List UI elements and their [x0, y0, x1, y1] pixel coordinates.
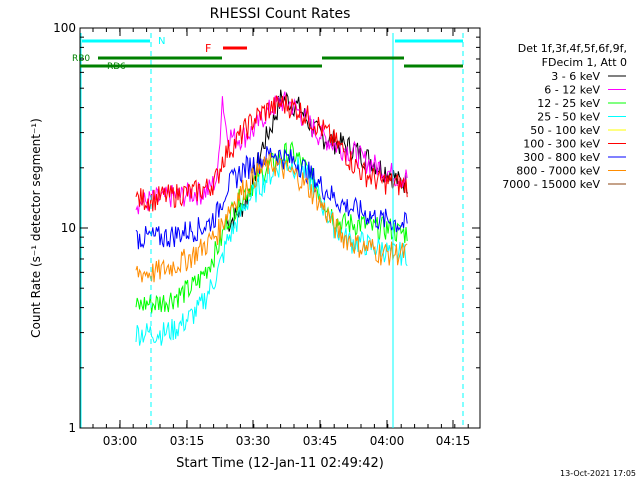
flare-label: F — [205, 42, 211, 55]
y-tick-label: 1 — [68, 421, 76, 435]
chart-title: RHESSI Count Rates — [210, 6, 351, 22]
x-tick-label: 03:15 — [170, 434, 205, 448]
legend-label: 6 - 12 keV — [544, 84, 600, 97]
series-line-6 — [135, 146, 408, 250]
legend-label: 7000 - 15000 keV — [502, 178, 600, 191]
legend: Det 1f,3f,4f,5f,6f,9f,FDecim 1, Att 03 -… — [502, 42, 627, 191]
x-axis-label: Start Time (12-Jan-11 02:49:42) — [176, 456, 384, 471]
axis-layer: 1 10 100 03:00 03:15 03:30 03:45 04:00 04:15 — [53, 21, 480, 448]
series-line-1 — [135, 91, 408, 215]
legend-header-line: Det 1f,3f,4f,5f,6f,9f, — [518, 42, 627, 55]
legend-label: 100 - 300 keV — [523, 138, 600, 151]
x-tick-label: 03:30 — [236, 434, 271, 448]
series-line-2 — [135, 140, 408, 314]
rd6-label: RD6 — [107, 62, 126, 72]
x-tick-label: 04:00 — [370, 434, 405, 448]
legend-label: 25 - 50 keV — [537, 111, 600, 124]
footer-date: 13-Oct-2021 17:05 — [560, 469, 636, 478]
series-line-7 — [135, 152, 408, 283]
y-tick-label: 10 — [61, 221, 76, 235]
legend-label: 50 - 100 keV — [530, 124, 600, 137]
legend-label: 3 - 6 keV — [551, 70, 600, 83]
legend-label: 300 - 800 keV — [523, 151, 600, 164]
night-label: N — [158, 36, 165, 47]
series-line-5 — [135, 95, 408, 212]
y-tick-label: 100 — [53, 21, 76, 35]
x-tick-label: 04:15 — [436, 434, 471, 448]
x-tick-label: 03:00 — [103, 434, 138, 448]
y-axis-label: Count Rate (s⁻¹ detector segment⁻¹) — [29, 118, 43, 338]
series-line-3 — [135, 156, 408, 346]
legend-label: 800 - 7000 keV — [516, 165, 600, 178]
x-tick-label: 03:45 — [303, 434, 338, 448]
series-layer — [135, 89, 409, 346]
legend-header-line: FDecim 1, Att 0 — [542, 56, 627, 69]
legend-label: 12 - 25 keV — [537, 97, 600, 110]
